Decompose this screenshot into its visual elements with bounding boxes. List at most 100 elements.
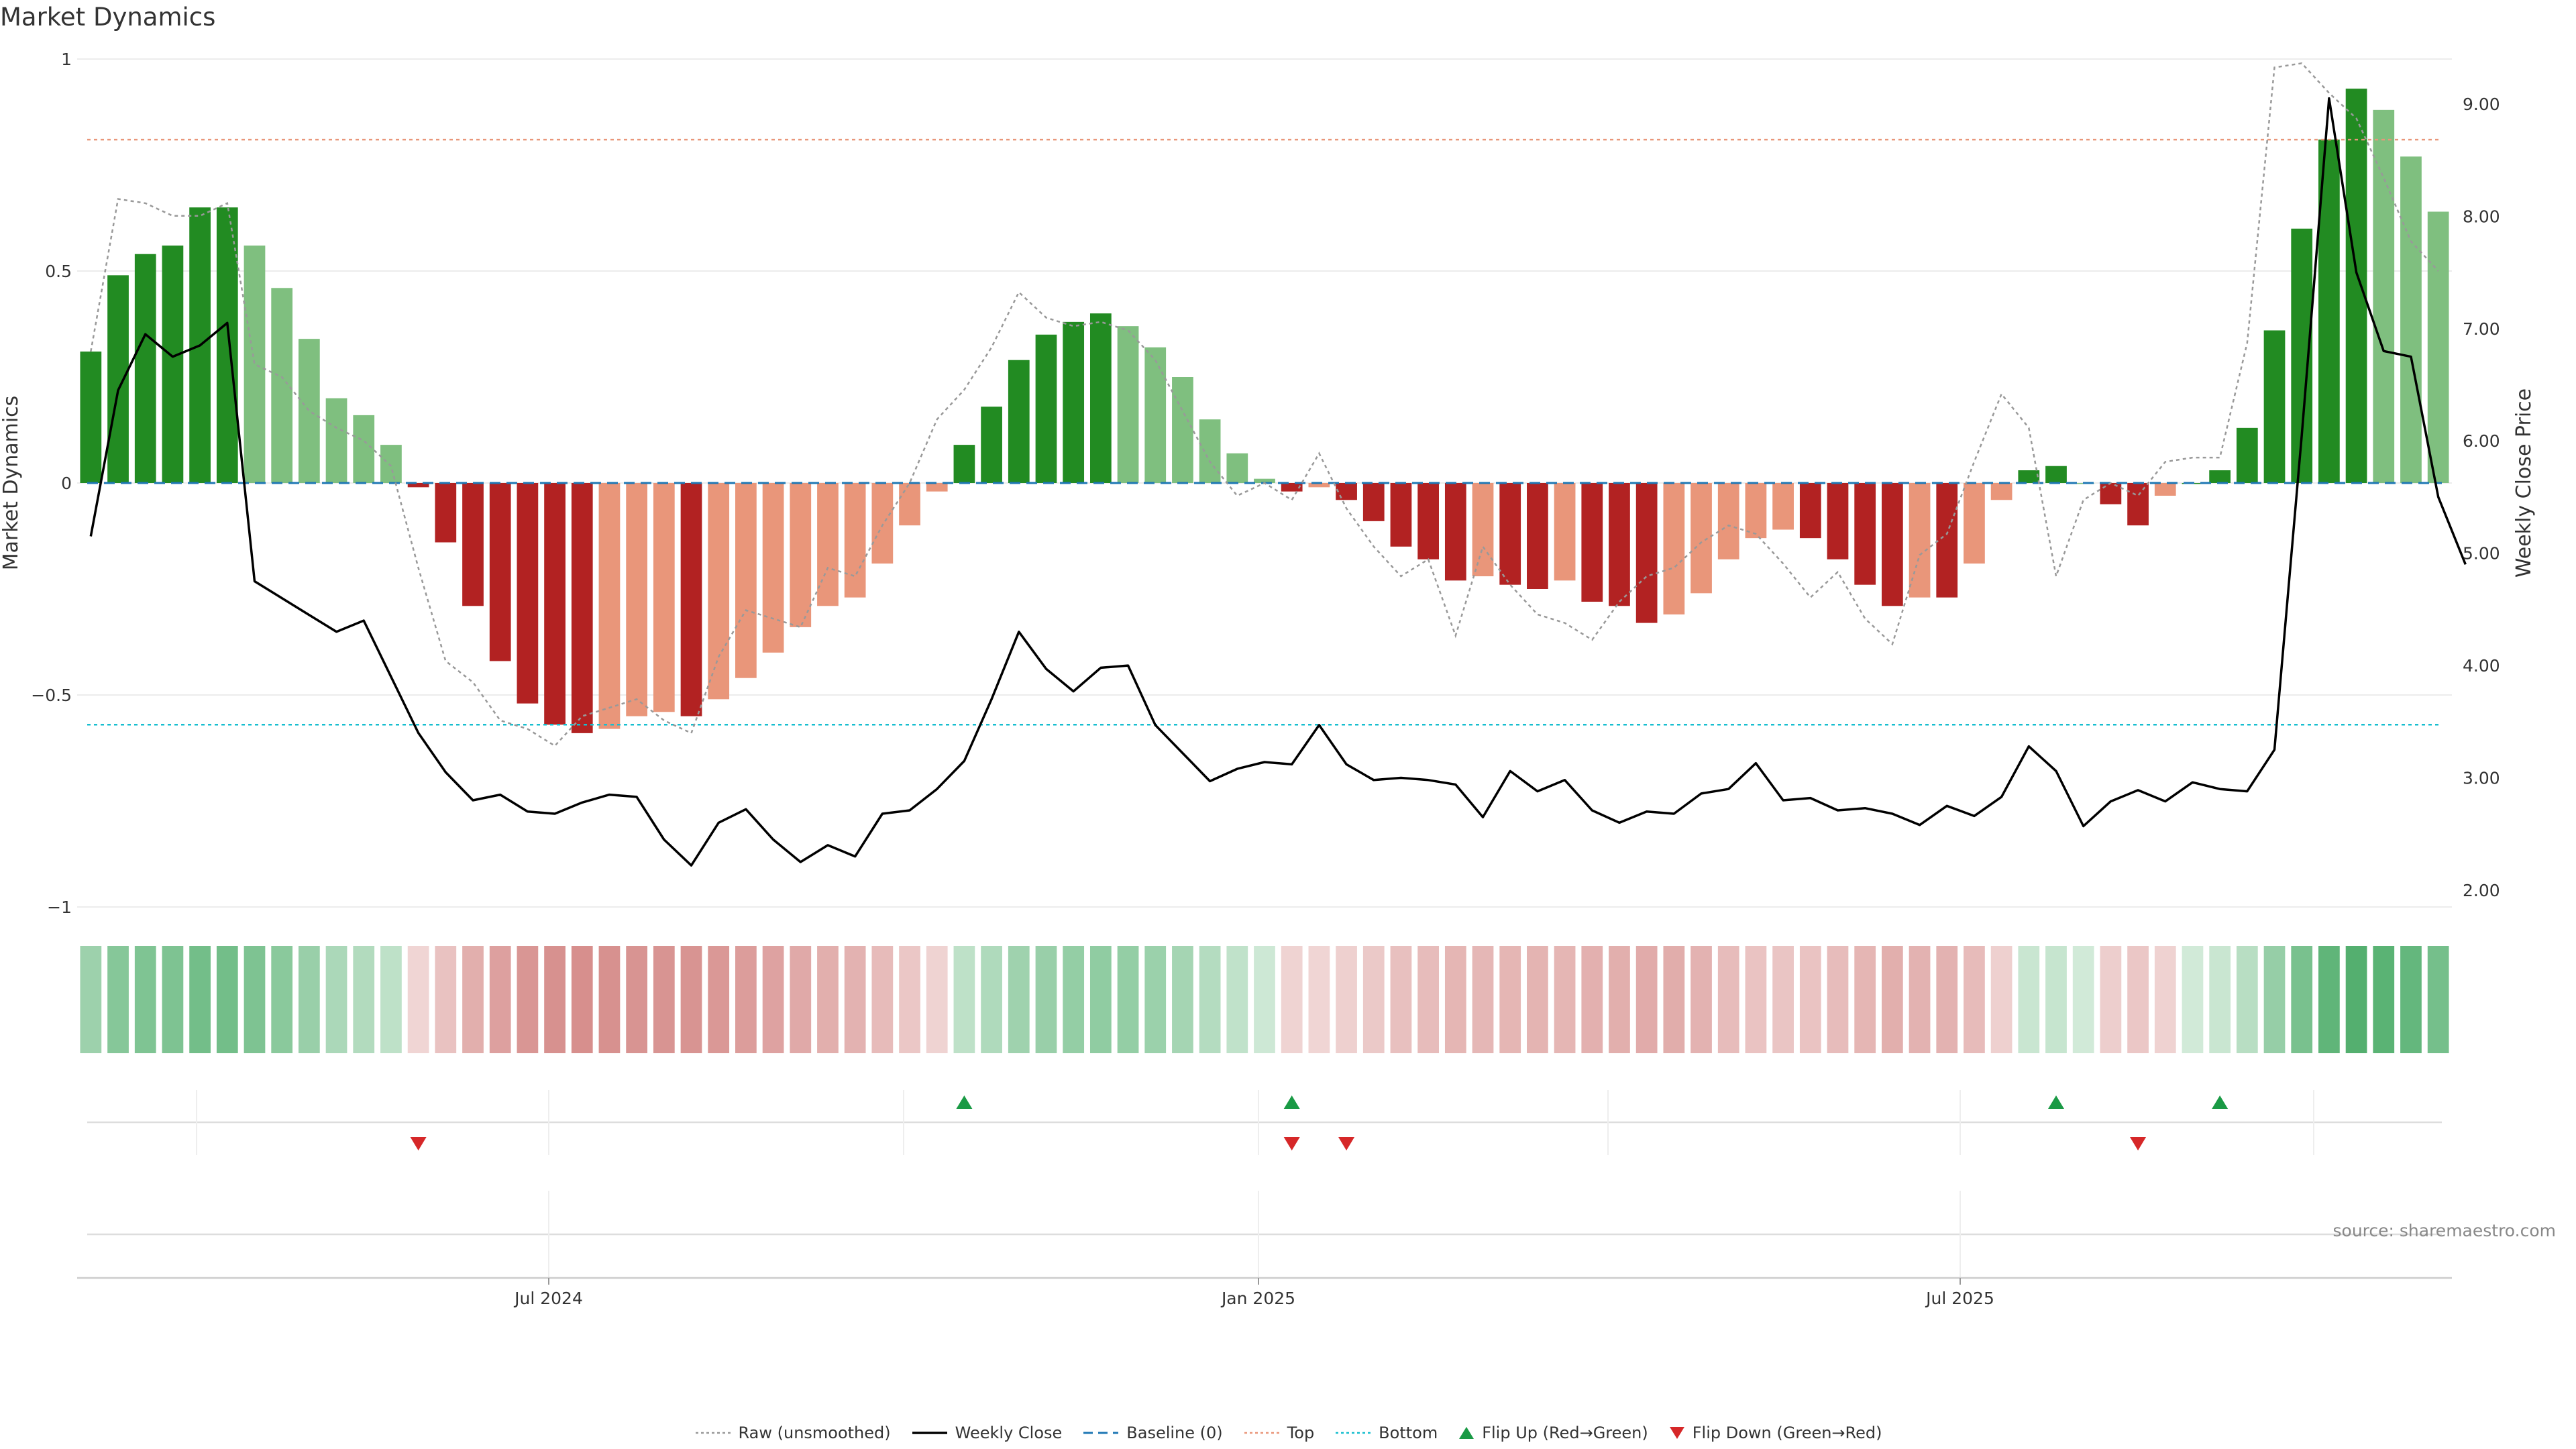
heat-cell (2373, 946, 2395, 1053)
x-tick-label: Jul 2024 (513, 1289, 583, 1308)
heat-cell (1281, 946, 1303, 1053)
md-bar (1527, 483, 1548, 589)
md-bar (1063, 321, 1085, 483)
md-bar (1772, 483, 1794, 530)
y2-axis-label: Weekly Close Price (2512, 388, 2536, 578)
heat-cell (899, 946, 920, 1053)
heat-cell (1690, 946, 1712, 1053)
md-bar (2100, 483, 2122, 504)
md-bar (680, 483, 702, 716)
y2-tick-label: 4.00 (2463, 656, 2500, 676)
legend-item-flip-down: Flip Down (Green→Red) (1668, 1424, 1882, 1442)
md-bar (2263, 330, 2286, 483)
heat-cell (189, 946, 211, 1053)
legend-swatch (1244, 1432, 1279, 1434)
md-bar (1254, 478, 1275, 483)
x-tick-label: Jul 2025 (1925, 1289, 1994, 1308)
heat-cell (1199, 946, 1221, 1053)
heat-cell (1417, 946, 1440, 1053)
md-bar (598, 483, 621, 729)
heat-cell (1881, 946, 1903, 1053)
flip-down-marker (410, 1137, 427, 1150)
md-bar (1362, 483, 1385, 521)
heat-cell (1772, 946, 1794, 1053)
md-bar (271, 288, 293, 483)
heat-cell (1581, 946, 1603, 1053)
legend-swatch (912, 1432, 947, 1434)
y2-tick-label: 7.00 (2463, 319, 2500, 339)
md-bar (2345, 89, 2367, 484)
heat-cell (2236, 946, 2258, 1053)
x-tick-label: Jan 2025 (1220, 1289, 1295, 1308)
y2-tick-label: 8.00 (2463, 207, 2500, 226)
legend-swatch (1459, 1427, 1474, 1439)
flip-down-marker (1283, 1137, 1300, 1150)
md-bar (1035, 334, 1057, 483)
md-bar (1226, 453, 1248, 483)
md-bar (1390, 483, 1412, 547)
md-bar (2154, 483, 2176, 496)
heat-cell (2427, 946, 2449, 1053)
md-bar (1008, 360, 1030, 483)
md-bar (1690, 483, 1712, 594)
flip-up-marker (1283, 1095, 1300, 1109)
legend-item-bottom: Bottom (1334, 1424, 1438, 1442)
md-bar (107, 275, 129, 483)
heat-cell (626, 946, 648, 1053)
weekly-close-line (89, 97, 2467, 867)
md-bar (899, 483, 920, 526)
heat-cell (244, 946, 266, 1053)
heat-cell (216, 946, 238, 1053)
md-bar (162, 246, 184, 483)
chart-legend: Raw (unsmoothed) Weekly Close Baseline (0)… (0, 1424, 2576, 1442)
md-bar (844, 483, 866, 598)
md-bar (626, 483, 648, 716)
heat-cell (817, 946, 839, 1053)
heat-cell (762, 946, 784, 1053)
legend-label: Baseline (0) (1126, 1424, 1223, 1442)
y-tick-label: 0.5 (45, 262, 72, 281)
legend-swatch (1083, 1432, 1119, 1434)
heat-cell (489, 946, 511, 1053)
heat-cell (162, 946, 184, 1053)
md-bar (1089, 313, 1112, 483)
y-axis-label: Market Dynamics (0, 396, 23, 571)
y2-tick-label: 2.00 (2463, 881, 2500, 900)
heat-cell (107, 946, 129, 1053)
md-bar (517, 483, 539, 704)
md-bar (216, 207, 238, 483)
heat-cell (680, 946, 702, 1053)
heat-cell (1117, 946, 1139, 1053)
y2-tick-label: 9.00 (2463, 95, 2500, 114)
heat-cell (1144, 946, 1167, 1053)
y-tick-label: 0 (61, 474, 72, 493)
md-bar (1144, 347, 1167, 483)
md-bar (1172, 377, 1193, 483)
heat-cell (1745, 946, 1767, 1053)
heat-cell (1717, 946, 1739, 1053)
heat-cell (1254, 946, 1275, 1053)
heat-cell (407, 946, 429, 1053)
heat-cell (271, 946, 293, 1053)
heat-cell (708, 946, 730, 1053)
heat-cell (380, 946, 402, 1053)
md-bar (298, 339, 320, 483)
heat-cell (1527, 946, 1548, 1053)
heat-cell (325, 946, 347, 1053)
md-bar (817, 483, 839, 606)
heat-cell (298, 946, 320, 1053)
y2-tick-label: 5.00 (2463, 544, 2500, 564)
flip-down-marker (1338, 1137, 1355, 1150)
raw-line (90, 62, 2439, 747)
md-bar (871, 483, 894, 564)
md-bar (790, 483, 812, 627)
heat-cell (2154, 946, 2176, 1053)
heat-cell (544, 946, 566, 1053)
heat-cell (1226, 946, 1248, 1053)
flip-up-marker (956, 1095, 973, 1109)
heat-cell (1554, 946, 1576, 1053)
heat-cell (1936, 946, 1958, 1053)
legend-label: Flip Down (Green→Red) (1692, 1424, 1882, 1442)
legend-item-raw: Raw (unsmoothed) (694, 1424, 891, 1442)
